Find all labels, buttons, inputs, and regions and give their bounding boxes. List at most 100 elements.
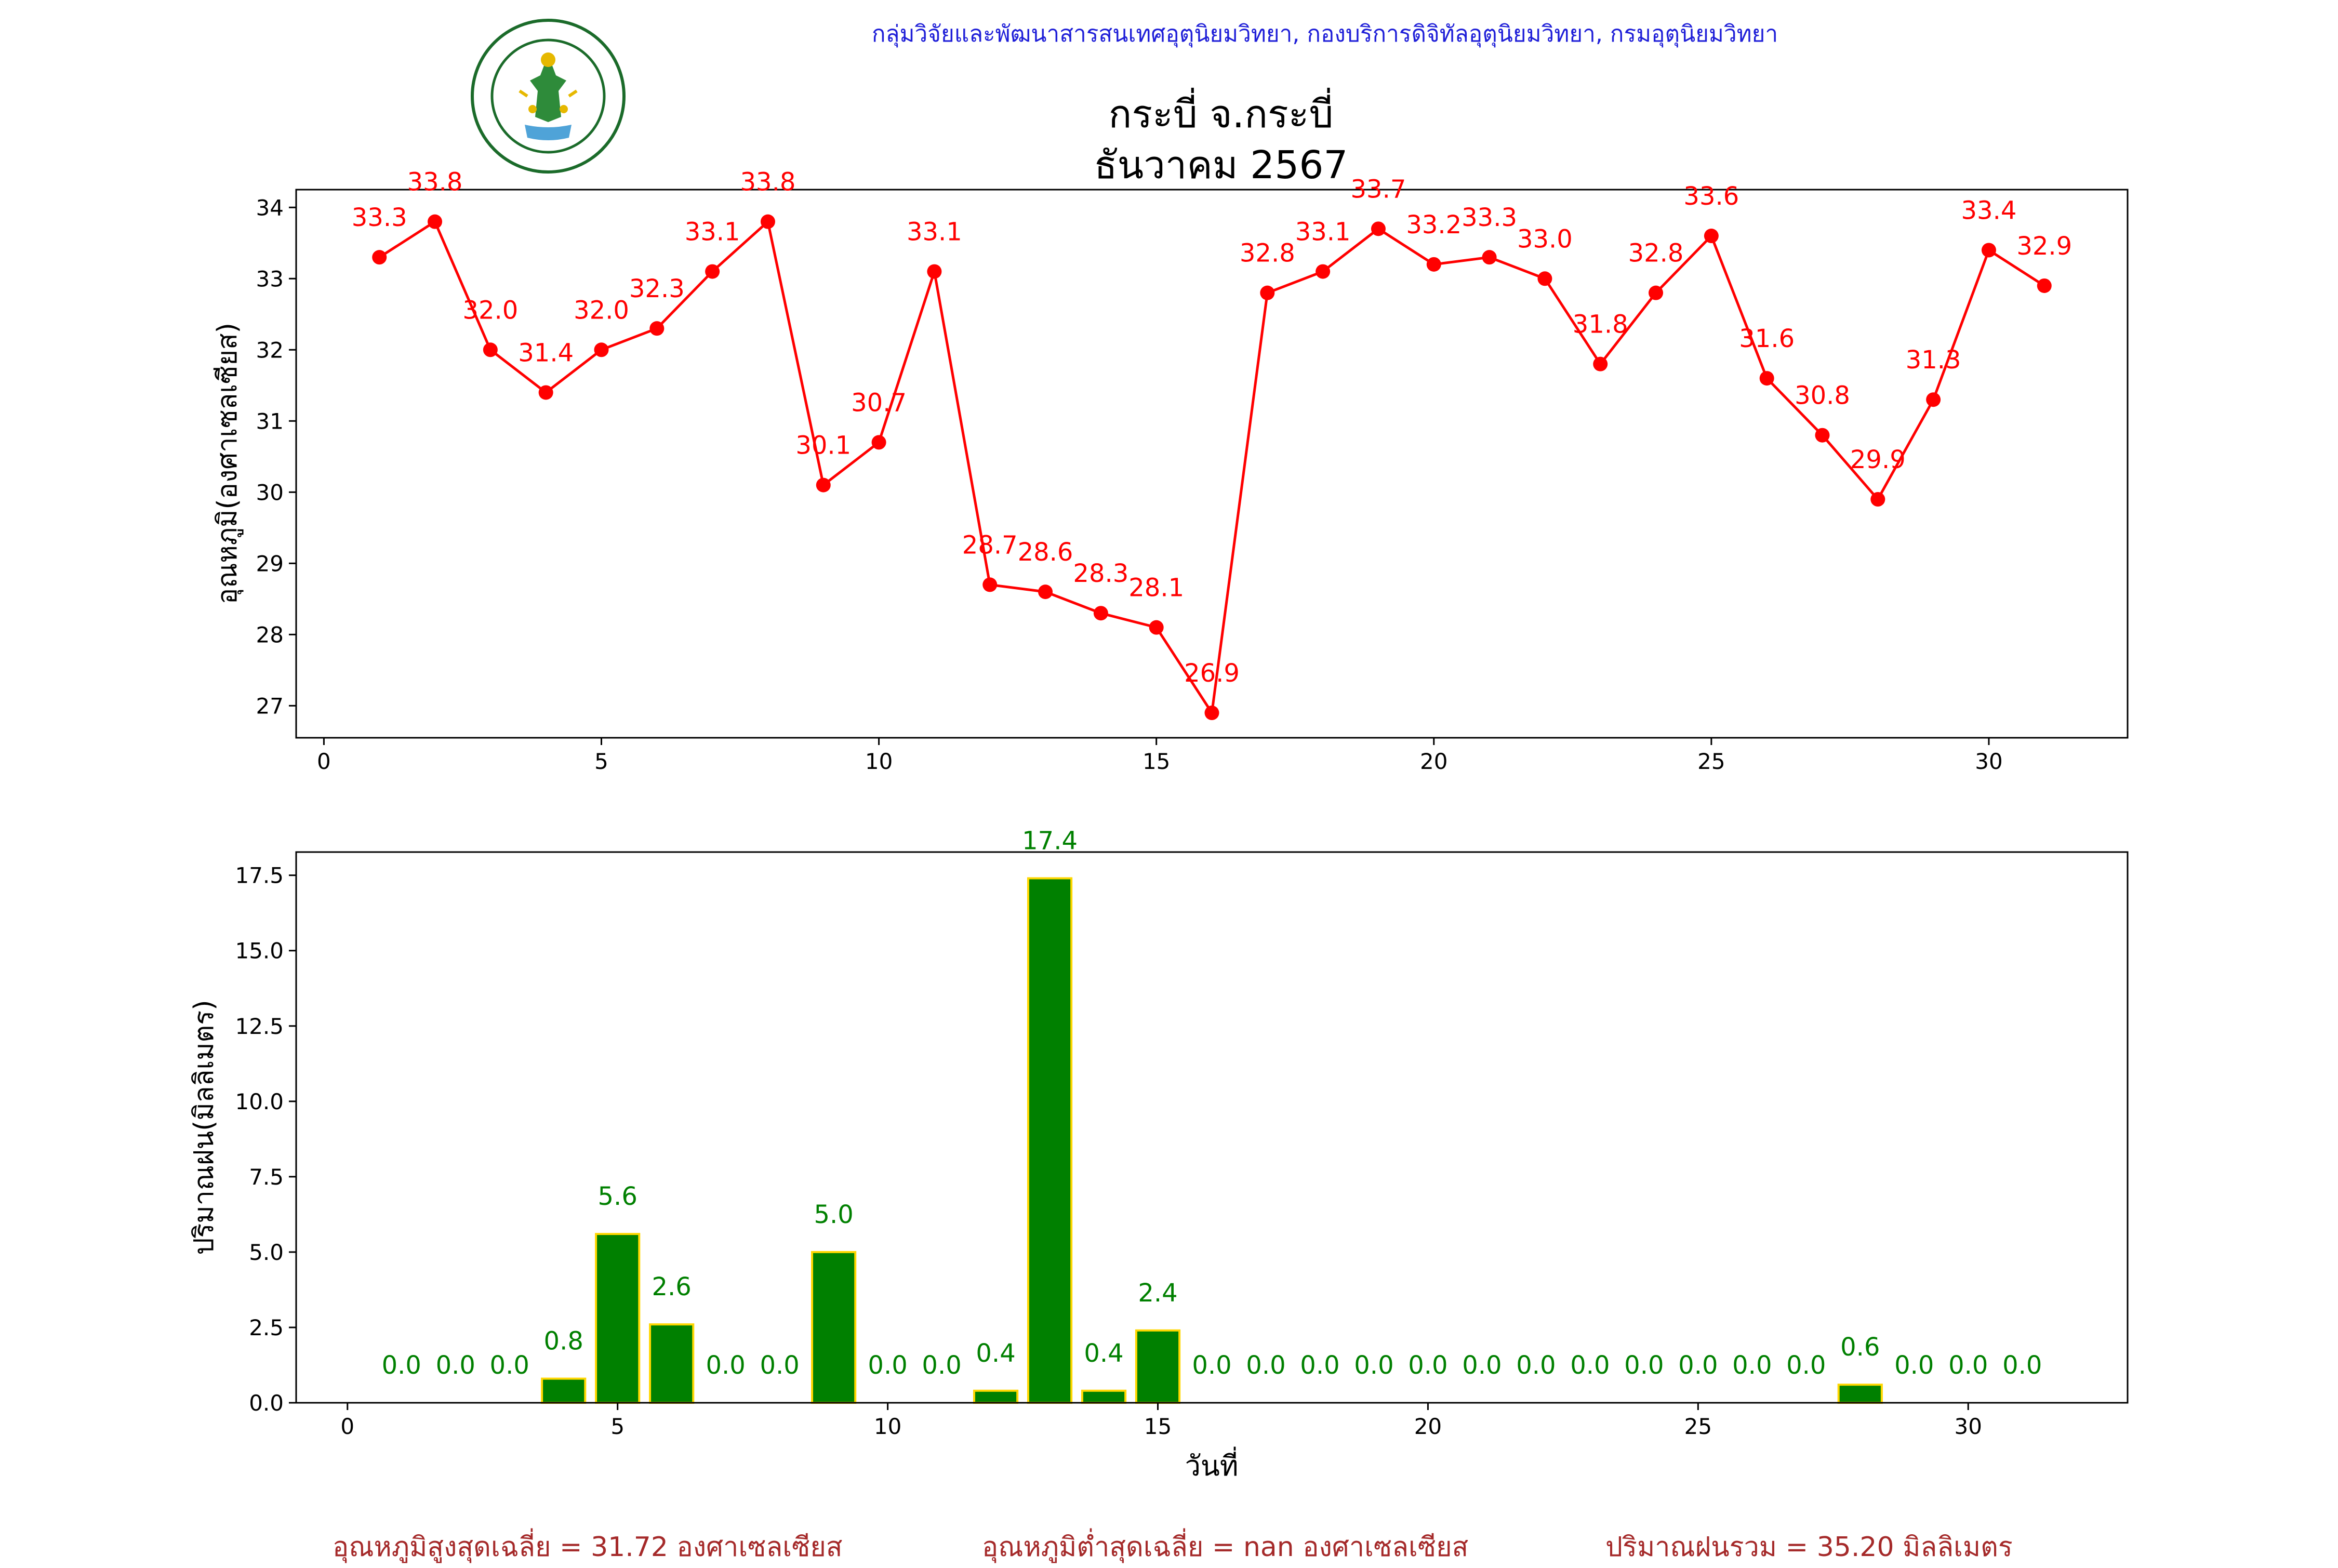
- temperature-data-label: 31.8: [1573, 310, 1628, 339]
- temperature-point: [1482, 250, 1497, 265]
- rainfall-data-label: 0.0: [760, 1351, 799, 1380]
- temperature-y-axis-label: อุณหภูมิ(องศาเซลเซียส): [212, 323, 244, 604]
- rainfall-x-tick-label: 25: [1684, 1414, 1712, 1439]
- temperature-x-tick-label: 0: [317, 749, 331, 774]
- temperature-data-label: 33.8: [407, 168, 463, 197]
- rainfall-bar: [1027, 877, 1073, 1404]
- rainfall-y-tick-label: 0.0: [249, 1390, 284, 1416]
- temperature-data-label: 33.0: [1517, 224, 1573, 254]
- meteorological-department-logo: [471, 19, 626, 174]
- rainfall-panel: 0.0 0.0 0.0 0.8 5.6 2.6 0.0 0.0 5.0 0.0 0.0 0.4 17.4…: [189, 826, 2129, 1482]
- temperature-point: [1537, 271, 1552, 286]
- temperature-y-tick-label: 27: [256, 693, 284, 719]
- rainfall-y-tick-label: 12.5: [235, 1014, 284, 1039]
- temperature-point: [1815, 428, 1830, 443]
- temperature-plot-frame: [295, 189, 2129, 739]
- rainfall-data-label: 5.6: [598, 1182, 637, 1211]
- rainfall-data-label: 0.0: [868, 1351, 907, 1380]
- rainfall-data-label: 2.4: [1138, 1279, 1177, 1308]
- rainfall-y-axis-label: ปริมาณฝน(มิลลิเมตร): [189, 1000, 220, 1255]
- temperature-data-label: 31.6: [1739, 324, 1795, 353]
- avg-min-temp-summary: อุณหภูมิต่ำสุดเฉลี่ย = nan องศาเซลเซียส: [982, 1532, 1469, 1563]
- rainfall-data-label: 0.8: [544, 1327, 583, 1356]
- rainfall-y-tick-label: 15.0: [235, 938, 284, 964]
- temperature-point: [649, 321, 665, 336]
- temperature-point: [2037, 278, 2052, 293]
- temperature-x-tick-label: 10: [865, 749, 893, 774]
- temperature-data-label: 33.1: [907, 218, 962, 247]
- rainfall-data-label: 0.0: [1462, 1351, 1502, 1380]
- temperature-point: [1371, 221, 1386, 236]
- rainfall-bar: [595, 1233, 641, 1404]
- rainfall-x-tick-label: 5: [610, 1414, 625, 1439]
- temperature-y-tick-label: 30: [256, 480, 284, 505]
- chart-title-station: กระบี่ จ.กระบี่: [1108, 92, 1334, 137]
- rainfall-x-tick-label: 0: [340, 1414, 354, 1439]
- temperature-data-label: 33.3: [352, 203, 407, 232]
- temperature-point: [1981, 243, 1996, 258]
- temperature-y-tick-label: 29: [256, 551, 284, 576]
- temperature-point: [816, 477, 831, 493]
- rainfall-x-tick-label: 15: [1144, 1414, 1172, 1439]
- temperature-point: [1038, 584, 1053, 600]
- rainfall-plot-frame: [295, 851, 2129, 1404]
- temperature-point: [1593, 356, 1608, 371]
- temperature-data-label: 33.8: [740, 168, 796, 197]
- temperature-point: [1316, 264, 1331, 279]
- temperature-data-label: 31.3: [1906, 346, 1961, 375]
- temperature-point: [1926, 392, 1941, 407]
- rainfall-bar: [1135, 1329, 1181, 1404]
- temperature-x-tick-label: 20: [1420, 749, 1447, 774]
- temperature-point: [871, 435, 886, 450]
- rainfall-bar: [1837, 1384, 1883, 1404]
- rainfall-bar: [541, 1377, 587, 1404]
- temperature-data-label: 30.8: [1795, 381, 1850, 410]
- avg-max-temp-summary: อุณหภูมิสูงสุดเฉลี่ย = 31.72 องศาเซลเซีย…: [333, 1532, 843, 1563]
- temperature-data-label: 32.9: [2016, 232, 2072, 261]
- rainfall-x-tick-label: 20: [1414, 1414, 1442, 1439]
- rainfall-data-label: 0.4: [1084, 1339, 1123, 1368]
- rainfall-y-tick-label: 10.0: [235, 1089, 284, 1114]
- rainfall-y-tick-label: 5.0: [249, 1240, 284, 1265]
- rainfall-data-label: 0.0: [1408, 1351, 1447, 1380]
- temperature-data-label: 33.6: [1683, 182, 1739, 211]
- rainfall-data-label: 0.0: [1678, 1351, 1718, 1380]
- rainfall-data-label: 0.0: [382, 1351, 421, 1380]
- temperature-point: [1426, 257, 1441, 272]
- rainfall-data-label: 0.4: [976, 1339, 1015, 1368]
- temperature-data-label: 33.1: [685, 218, 740, 247]
- temperature-y-tick-label: 33: [256, 266, 284, 291]
- temperature-point: [428, 214, 443, 229]
- total-rainfall-summary: ปริมาณฝนรวม = 35.20 มิลลิเมตร: [1605, 1532, 2013, 1563]
- rainfall-data-label: 0.0: [1624, 1351, 1664, 1380]
- temperature-x-tick-label: 15: [1143, 749, 1170, 774]
- temperature-point: [1704, 229, 1719, 244]
- temperature-y-tick-label: 34: [256, 195, 284, 220]
- temperature-point: [1759, 371, 1774, 386]
- rainfall-data-label: 0.0: [706, 1351, 745, 1380]
- temperature-point: [1649, 285, 1664, 300]
- rainfall-bar: [1081, 1389, 1127, 1404]
- temperature-data-label: 32.3: [629, 274, 685, 303]
- temperature-point: [982, 577, 998, 592]
- temperature-point: [1204, 706, 1219, 721]
- temperature-data-label: 32.8: [1240, 239, 1295, 268]
- temperature-data-label: 33.1: [1295, 218, 1351, 247]
- rainfall-data-label: 5.0: [814, 1200, 853, 1229]
- rainfall-bar: [973, 1389, 1019, 1404]
- temperature-point: [705, 264, 720, 279]
- temperature-y-tick-label: 32: [256, 337, 284, 363]
- temperature-point: [1093, 606, 1108, 621]
- rainfall-data-label: 0.0: [2002, 1351, 2042, 1380]
- department-header: กลุ่มวิจัยและพัฒนาสารสนเทศอุตุนิยมวิทยา,…: [871, 21, 1778, 47]
- rainfall-data-label: 0.0: [1570, 1351, 1610, 1380]
- rainfall-data-label: 0.0: [1192, 1351, 1231, 1380]
- temperature-point: [1870, 492, 1885, 507]
- rainfall-data-label: 17.4: [1022, 826, 1078, 855]
- chart-title-month: ธันวาคม 2567: [1094, 143, 1348, 188]
- rainfall-data-label: 0.0: [922, 1351, 961, 1380]
- temperature-point: [760, 214, 775, 229]
- temperature-data-label: 32.8: [1628, 239, 1684, 268]
- temperature-data-label: 33.4: [1961, 196, 2017, 225]
